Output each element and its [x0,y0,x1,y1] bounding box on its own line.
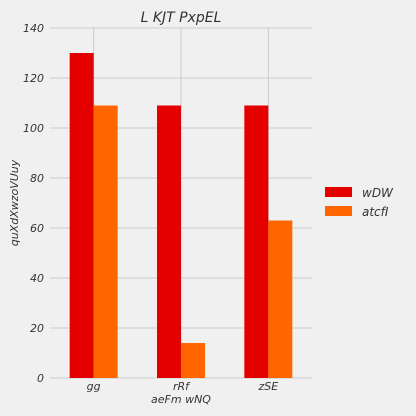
y-tick-label: 60 [30,222,44,235]
y-tick-label: 120 [23,72,44,85]
y-axis-label: quXdXwzoVUuy [8,159,21,246]
bar [268,220,293,378]
x-tick-label: gg [87,380,101,393]
bar [244,105,269,378]
bar [181,343,205,378]
y-tick-label: 140 [23,22,44,35]
legend: wDW atcfI [325,186,394,219]
bar [93,105,118,378]
y-tick-label: 100 [23,122,44,135]
legend-label: atcfI [362,205,389,219]
y-tick-label: 80 [30,172,44,185]
chart-title: L KJT PxpEL [141,10,222,26]
bars [69,53,293,378]
x-tick-label: zSE [257,380,278,393]
x-axis-label: aeFm wNQ [151,393,211,406]
y-tick-label: 0 [37,372,44,385]
y-tick-label: 40 [30,272,44,285]
x-tick-label: rRf [173,380,191,393]
y-tick-label: 20 [30,322,44,335]
bar [157,105,181,378]
legend-label: wDW [362,186,394,200]
bar [69,53,94,378]
y-tick-labels: 0 20 40 60 80 100 120 140 [23,22,44,385]
x-tick-labels: gg rRf zSE [87,380,279,393]
legend-swatch [325,187,352,197]
legend-swatch [325,206,352,216]
